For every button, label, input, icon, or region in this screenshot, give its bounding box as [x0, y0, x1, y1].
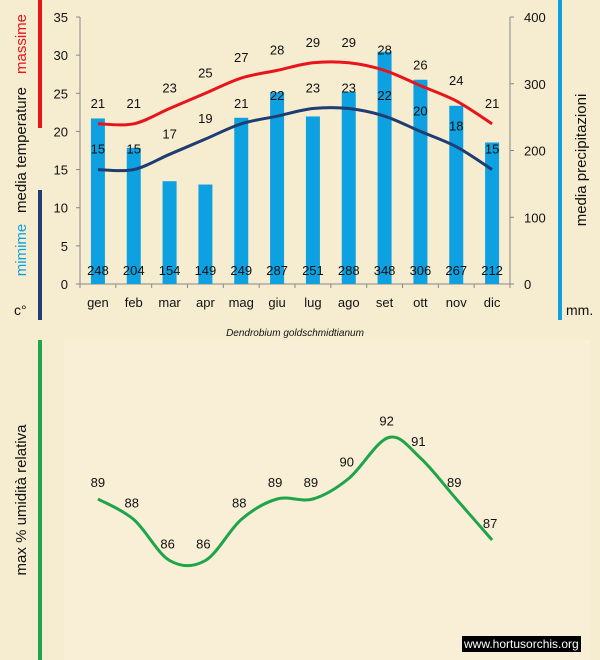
precip-data-label: 267: [445, 263, 467, 278]
humidity-data-label: 90: [340, 455, 354, 470]
x-tick-label: gen: [87, 295, 109, 310]
precip-bar: [162, 181, 177, 284]
min-temp-label: 19: [198, 111, 212, 126]
right-tick-label: 100: [524, 210, 546, 225]
axis-label-minime: mimime: [13, 224, 30, 277]
x-tick-label: ott: [413, 295, 428, 310]
x-tick-label: set: [376, 295, 394, 310]
left-tick-label: 30: [54, 48, 68, 63]
x-tick-label: apr: [196, 295, 215, 310]
precip-bar: [126, 147, 141, 284]
humidity-data-label: 86: [196, 537, 210, 552]
axis-unit-celsius: c°: [14, 302, 27, 318]
humidity-data-label: 89: [447, 475, 461, 490]
axis-label-massime: massime: [13, 14, 30, 74]
min-temp-label: 15: [485, 142, 499, 157]
precip-data-label: 348: [374, 263, 396, 278]
precip-data-label: 154: [159, 263, 181, 278]
precip-data-label: 249: [230, 263, 252, 278]
x-tick-label: lug: [304, 295, 321, 310]
min-temp-label: 23: [306, 81, 320, 96]
precip-data-label: 204: [123, 263, 145, 278]
min-temp-label: 18: [449, 119, 463, 134]
precip-data-label: 287: [266, 263, 288, 278]
min-temp-label: 21: [234, 96, 248, 111]
left-tick-label: 20: [54, 124, 68, 139]
precip-bar: [234, 117, 249, 284]
max-temp-label: 21: [485, 96, 499, 111]
humidity-line: [97, 435, 494, 568]
left-tick-label: 15: [54, 163, 68, 178]
right-tick-label: 400: [524, 10, 546, 25]
precip-bar: [341, 91, 356, 284]
precip-data-label: 149: [195, 263, 217, 278]
humidity-data-label: 88: [125, 496, 139, 511]
precip-data-label: 306: [410, 263, 432, 278]
min-temp-label: 17: [162, 126, 176, 141]
left-tick-label: 10: [54, 201, 68, 216]
precip-bar: [270, 92, 285, 285]
precip-bar: [377, 51, 392, 285]
max-temp-label: 26: [413, 58, 427, 73]
max-temp-label: 24: [449, 73, 463, 88]
min-temp-label: 23: [342, 81, 356, 96]
precip-bar: [485, 142, 500, 284]
max-temp-label: 25: [198, 65, 212, 80]
humidity-panel: [64, 340, 590, 660]
left-tick-label: 0: [61, 277, 68, 292]
min-temp-label: 22: [270, 88, 284, 103]
min-temp-label: 15: [127, 142, 141, 157]
humidity-data-label: 91: [411, 434, 425, 449]
max-temp-label: 23: [162, 81, 176, 96]
precip-data-label: 248: [87, 263, 109, 278]
humidity-data-label: 89: [91, 475, 105, 490]
max-temp-label: 21: [127, 96, 141, 111]
max-temp-line: [97, 60, 493, 127]
x-tick-label: nov: [446, 295, 467, 310]
left-tick-label: 5: [61, 239, 68, 254]
precip-bar: [198, 184, 213, 284]
left-tick-label: 25: [54, 86, 68, 101]
humidity-data-label: 88: [232, 496, 246, 511]
precip-bar: [305, 116, 320, 285]
left-tick-label: 35: [54, 10, 68, 25]
axis-label-humidity: max % umidità relativa: [13, 424, 30, 576]
chart-title: Dendrobium goldschmidtianum: [226, 328, 364, 339]
x-tick-label: giu: [268, 295, 285, 310]
x-tick-label: dic: [484, 295, 501, 310]
right-tick-label: 200: [524, 144, 546, 159]
precip-data-label: 212: [481, 263, 503, 278]
max-temp-label: 27: [234, 50, 248, 65]
right-tick-label: 0: [524, 277, 531, 292]
precip-bar: [90, 118, 105, 285]
precip-data-label: 288: [338, 263, 360, 278]
max-temp-label: 21: [91, 96, 105, 111]
precip-data-label: 251: [302, 263, 324, 278]
humidity-data-label: 86: [160, 537, 174, 552]
humidity-data-label: 92: [379, 414, 393, 429]
x-tick-label: ago: [338, 295, 360, 310]
min-temp-label: 22: [377, 88, 391, 103]
max-temp-label: 28: [270, 42, 284, 57]
axis-label-precipitation: media precipitazioni: [573, 94, 590, 227]
max-temp-label: 29: [342, 35, 356, 50]
watermark: www.hortusorchis.org: [462, 636, 581, 652]
axis-unit-mm: mm.: [566, 302, 593, 318]
x-tick-label: feb: [125, 295, 143, 310]
max-temp-label: 28: [377, 42, 391, 57]
x-tick-label: mar: [158, 295, 181, 310]
min-temp-line: [97, 106, 493, 173]
max-temp-label: 29: [306, 35, 320, 50]
min-temp-label: 15: [91, 142, 105, 157]
min-temp-label: 20: [413, 103, 427, 118]
right-tick-label: 300: [524, 77, 546, 92]
humidity-data-label: 89: [268, 475, 282, 490]
humidity-data-label: 89: [304, 475, 318, 490]
humidity-data-label: 87: [483, 516, 497, 531]
axis-label-temperature: media temperature: [13, 87, 30, 213]
x-tick-label: mag: [229, 295, 254, 310]
